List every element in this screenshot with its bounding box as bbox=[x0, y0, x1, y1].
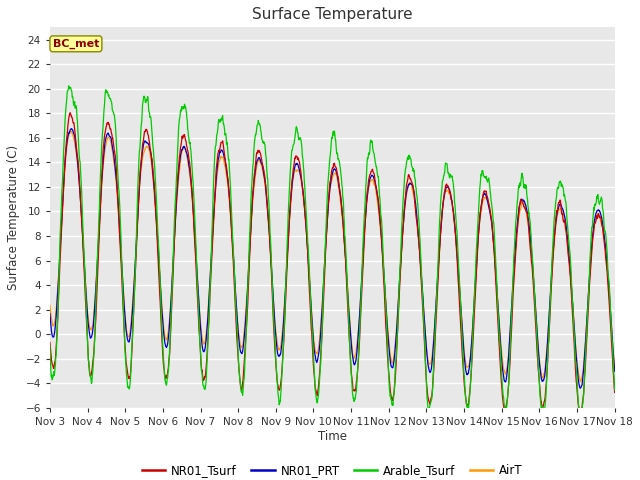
AirT bbox=[46, 302, 54, 308]
Title: Surface Temperature: Surface Temperature bbox=[252, 7, 413, 22]
Arable_Tsurf bbox=[420, 329, 428, 335]
NR01_PRT bbox=[46, 311, 54, 316]
NR01_Tsurf bbox=[611, 390, 618, 396]
Arable_Tsurf bbox=[172, 188, 180, 194]
AirT bbox=[494, 306, 502, 312]
AirT bbox=[67, 128, 75, 134]
NR01_PRT bbox=[158, 311, 166, 317]
NR01_Tsurf bbox=[236, 368, 243, 374]
Arable_Tsurf bbox=[158, 330, 166, 336]
AirT bbox=[611, 365, 618, 371]
NR01_Tsurf bbox=[67, 110, 74, 116]
Line: NR01_Tsurf: NR01_Tsurf bbox=[50, 113, 614, 416]
NR01_PRT bbox=[172, 209, 180, 215]
X-axis label: Time: Time bbox=[318, 430, 347, 443]
NR01_PRT bbox=[68, 126, 76, 132]
NR01_Tsurf bbox=[158, 340, 166, 346]
NR01_Tsurf bbox=[494, 322, 502, 327]
Arable_Tsurf bbox=[611, 387, 618, 393]
AirT bbox=[577, 379, 584, 384]
Arable_Tsurf bbox=[544, 351, 552, 357]
Line: Arable_Tsurf: Arable_Tsurf bbox=[50, 86, 614, 418]
NR01_Tsurf bbox=[172, 204, 180, 210]
AirT bbox=[236, 333, 243, 338]
NR01_PRT bbox=[236, 339, 243, 345]
Line: AirT: AirT bbox=[50, 131, 614, 382]
NR01_Tsurf bbox=[420, 338, 428, 344]
NR01_PRT bbox=[611, 369, 618, 374]
Legend: NR01_Tsurf, NR01_PRT, Arable_Tsurf, AirT: NR01_Tsurf, NR01_PRT, Arable_Tsurf, AirT bbox=[137, 459, 527, 480]
NR01_Tsurf bbox=[576, 413, 584, 419]
Arable_Tsurf bbox=[65, 83, 72, 89]
NR01_Tsurf bbox=[46, 339, 54, 345]
AirT bbox=[158, 307, 166, 312]
NR01_Tsurf bbox=[544, 352, 552, 358]
NR01_PRT bbox=[544, 333, 552, 338]
Text: BC_met: BC_met bbox=[52, 39, 99, 49]
Arable_Tsurf bbox=[494, 309, 502, 315]
Line: NR01_PRT: NR01_PRT bbox=[50, 129, 614, 388]
AirT bbox=[420, 317, 428, 323]
NR01_PRT bbox=[494, 306, 502, 312]
AirT bbox=[172, 210, 180, 216]
Arable_Tsurf bbox=[46, 343, 54, 349]
AirT bbox=[544, 332, 552, 338]
Arable_Tsurf bbox=[236, 368, 243, 374]
Y-axis label: Surface Temperature (C): Surface Temperature (C) bbox=[7, 145, 20, 290]
NR01_PRT bbox=[420, 317, 428, 323]
NR01_PRT bbox=[576, 385, 584, 391]
Arable_Tsurf bbox=[577, 415, 584, 421]
